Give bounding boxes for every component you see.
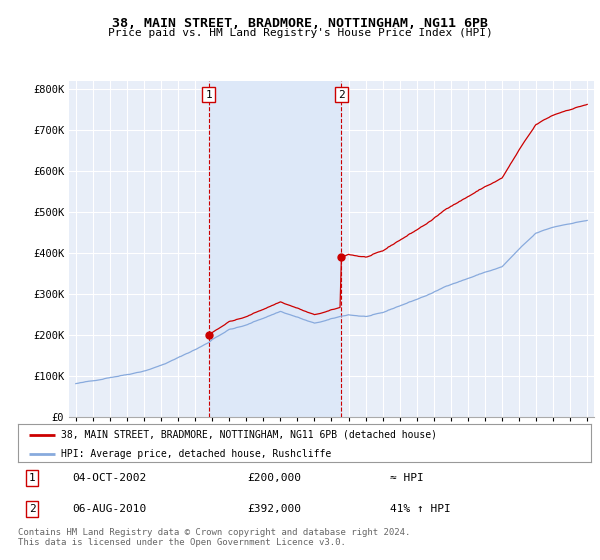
Text: £200,000: £200,000	[247, 473, 301, 483]
Text: Price paid vs. HM Land Registry's House Price Index (HPI): Price paid vs. HM Land Registry's House …	[107, 28, 493, 38]
Text: 41% ↑ HPI: 41% ↑ HPI	[391, 504, 451, 514]
Text: 06-AUG-2010: 06-AUG-2010	[73, 504, 146, 514]
Text: 04-OCT-2002: 04-OCT-2002	[73, 473, 146, 483]
Text: £392,000: £392,000	[247, 504, 301, 514]
Text: Contains HM Land Registry data © Crown copyright and database right 2024.
This d: Contains HM Land Registry data © Crown c…	[18, 528, 410, 547]
Text: 1: 1	[29, 473, 36, 483]
Text: 38, MAIN STREET, BRADMORE, NOTTINGHAM, NG11 6PB (detached house): 38, MAIN STREET, BRADMORE, NOTTINGHAM, N…	[61, 430, 437, 440]
Text: 38, MAIN STREET, BRADMORE, NOTTINGHAM, NG11 6PB: 38, MAIN STREET, BRADMORE, NOTTINGHAM, N…	[112, 17, 488, 30]
Text: 1: 1	[205, 90, 212, 100]
Text: 2: 2	[338, 90, 345, 100]
Text: 2: 2	[29, 504, 36, 514]
Text: HPI: Average price, detached house, Rushcliffe: HPI: Average price, detached house, Rush…	[61, 449, 331, 459]
Text: ≈ HPI: ≈ HPI	[391, 473, 424, 483]
Bar	[209, 81, 341, 417]
